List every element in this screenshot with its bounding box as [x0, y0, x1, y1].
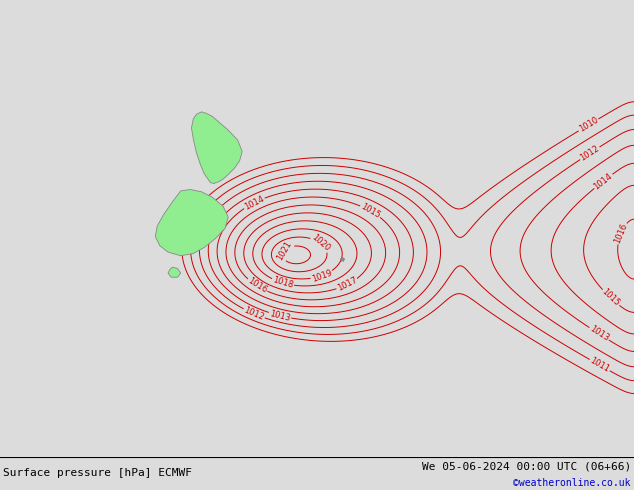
Text: 1018: 1018 — [271, 275, 294, 290]
Polygon shape — [155, 190, 228, 256]
Text: 1017: 1017 — [336, 276, 359, 293]
Text: 1014: 1014 — [243, 194, 266, 212]
Text: 1020: 1020 — [310, 233, 332, 253]
Text: 1010: 1010 — [577, 116, 600, 134]
Text: 1013: 1013 — [588, 324, 611, 343]
Polygon shape — [191, 112, 242, 184]
Text: 1011: 1011 — [588, 356, 611, 374]
Text: We 05-06-2024 00:00 UTC (06+66): We 05-06-2024 00:00 UTC (06+66) — [422, 461, 631, 471]
Text: 1016: 1016 — [246, 276, 269, 295]
Text: 1016: 1016 — [612, 222, 629, 245]
Polygon shape — [168, 267, 181, 277]
Text: Surface pressure [hPa] ECMWF: Surface pressure [hPa] ECMWF — [3, 467, 192, 478]
Text: 1012: 1012 — [579, 144, 601, 163]
Text: 1015: 1015 — [600, 287, 621, 308]
Text: 1015: 1015 — [359, 202, 382, 220]
Text: 1021: 1021 — [275, 240, 294, 262]
Text: 1014: 1014 — [592, 171, 614, 191]
Text: ©weatheronline.co.uk: ©weatheronline.co.uk — [514, 478, 631, 488]
Text: 1012: 1012 — [243, 305, 266, 322]
Text: 1013: 1013 — [269, 309, 291, 322]
Text: 1019: 1019 — [311, 268, 333, 283]
